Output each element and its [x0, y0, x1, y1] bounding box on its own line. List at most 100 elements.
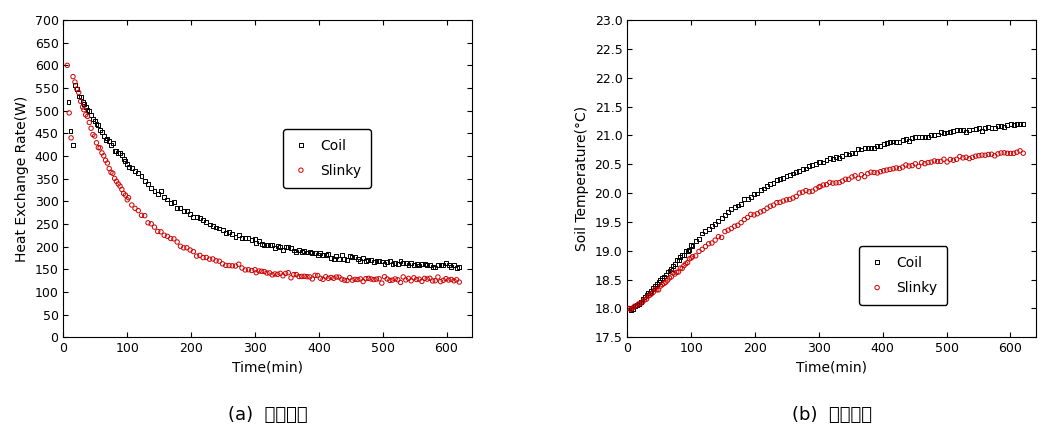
Coil	[926, 132, 943, 139]
Slinky	[208, 257, 225, 264]
Coil	[68, 86, 85, 93]
Slinky	[120, 194, 137, 201]
Slinky	[408, 276, 425, 283]
Slinky	[349, 276, 366, 283]
Coil	[120, 164, 137, 171]
Coil	[440, 261, 457, 268]
Coil	[753, 187, 769, 194]
Coil	[448, 265, 465, 271]
Slinky	[847, 172, 864, 179]
Slinky	[274, 272, 291, 279]
Slinky	[888, 165, 905, 171]
Coil	[875, 140, 892, 147]
Slinky	[277, 270, 294, 277]
Slinky	[932, 158, 949, 165]
Slinky	[973, 152, 990, 158]
Slinky	[382, 277, 398, 284]
Slinky	[165, 236, 182, 242]
Slinky	[989, 150, 1006, 157]
Slinky	[875, 167, 892, 174]
Slinky	[684, 253, 701, 260]
Coil	[406, 262, 423, 268]
Slinky	[838, 176, 854, 183]
Slinky	[94, 149, 110, 156]
Slinky	[427, 277, 444, 284]
Coil	[710, 217, 727, 224]
Coil	[717, 212, 734, 219]
Slinky	[126, 205, 143, 212]
Coil	[373, 258, 390, 265]
Slinky	[885, 165, 902, 172]
Coil	[901, 137, 918, 144]
Slinky	[421, 275, 438, 282]
Coil	[83, 111, 100, 118]
Coil	[109, 150, 126, 157]
Coil	[437, 259, 454, 266]
Coil	[1003, 121, 1019, 128]
Coil	[762, 181, 779, 187]
Coil	[847, 149, 864, 156]
Slinky	[314, 276, 331, 283]
Coil	[951, 127, 968, 134]
Coil	[172, 204, 189, 211]
Slinky	[726, 223, 743, 229]
Slinky	[815, 181, 831, 188]
Coil	[233, 234, 250, 241]
Coil	[907, 134, 924, 141]
Slinky	[323, 274, 339, 281]
Coil	[810, 159, 827, 166]
Coil	[376, 260, 393, 267]
Coil	[824, 156, 841, 163]
Slinky	[756, 207, 772, 214]
Slinky	[357, 275, 374, 282]
Slinky	[631, 301, 647, 307]
Legend: Coil, Slinky: Coil, Slinky	[283, 129, 371, 187]
Slinky	[413, 278, 430, 285]
Coil	[419, 262, 436, 269]
Coil	[973, 127, 990, 134]
Coil	[169, 204, 186, 211]
Slinky	[636, 297, 653, 304]
Slinky	[230, 261, 247, 268]
Slinky	[916, 160, 933, 167]
Coil	[333, 252, 350, 259]
Slinky	[280, 269, 296, 276]
Coil	[280, 243, 296, 250]
Slinky	[804, 188, 821, 195]
Slinky	[137, 212, 153, 219]
Coil	[638, 292, 655, 299]
Coil	[980, 124, 996, 131]
Coil	[403, 260, 419, 267]
Coil	[1006, 121, 1023, 128]
Slinky	[663, 273, 680, 280]
Coil	[140, 181, 157, 187]
Coil	[123, 165, 140, 172]
Slinky	[677, 260, 694, 267]
Slinky	[84, 131, 101, 138]
Slinky	[624, 304, 641, 311]
Slinky	[205, 255, 222, 262]
Coil	[652, 277, 668, 284]
Slinky	[923, 158, 940, 165]
Coil	[70, 93, 87, 100]
Coil	[76, 101, 92, 108]
Slinky	[986, 152, 1003, 159]
Coil	[451, 264, 468, 271]
Slinky	[942, 156, 959, 163]
Coil	[198, 218, 214, 225]
Slinky	[857, 173, 873, 180]
Slinky	[119, 196, 136, 203]
Coil	[317, 252, 334, 259]
Coil	[60, 98, 77, 105]
Coil	[221, 228, 238, 235]
Coil	[352, 258, 369, 265]
Slinky	[801, 188, 818, 195]
Coil	[841, 151, 858, 158]
Coil	[634, 295, 651, 302]
Coil	[970, 124, 987, 131]
Slinky	[387, 275, 404, 282]
Slinky	[827, 179, 844, 186]
Slinky	[957, 154, 974, 161]
Coil	[964, 126, 981, 133]
Slinky	[451, 278, 468, 285]
